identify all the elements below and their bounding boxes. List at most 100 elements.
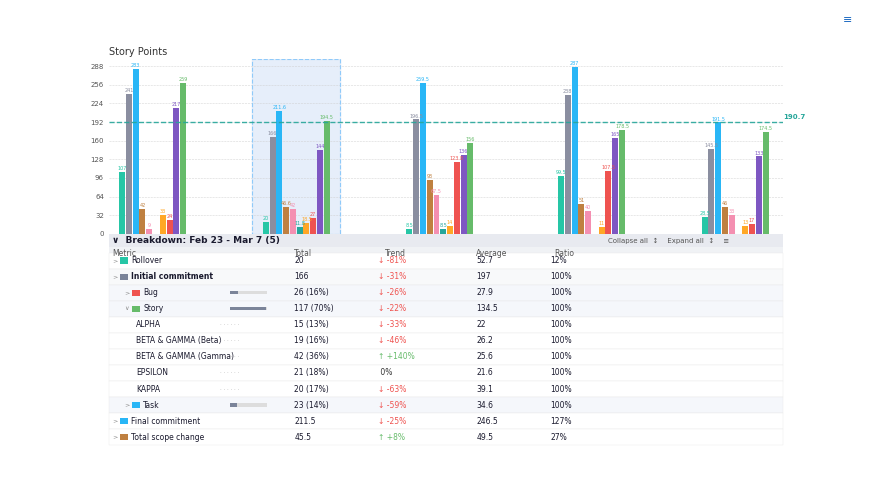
Text: 42: 42 — [289, 204, 295, 208]
Bar — [571, 67, 577, 234]
Text: 13: 13 — [741, 220, 747, 225]
Text: ↓ -26%: ↓ -26% — [378, 288, 406, 297]
Text: 259.5: 259.5 — [415, 77, 429, 82]
Bar — [119, 171, 125, 234]
Text: BETA & GAMMA (Gamma): BETA & GAMMA (Gamma) — [136, 352, 234, 362]
Text: Initial commitment: Initial commitment — [131, 272, 213, 281]
Text: 46: 46 — [721, 201, 727, 206]
Text: 42 (36%): 42 (36%) — [294, 352, 328, 362]
Text: 26 (16%): 26 (16%) — [294, 288, 328, 297]
Bar — [619, 130, 624, 234]
Text: 217: 217 — [171, 102, 181, 107]
Text: 283: 283 — [131, 63, 140, 68]
Bar — [296, 227, 302, 234]
Bar — [133, 69, 138, 234]
Bar — [564, 95, 570, 234]
Bar — [276, 111, 282, 234]
Text: 100%: 100% — [550, 304, 571, 313]
Bar — [721, 207, 727, 234]
Text: 33: 33 — [160, 208, 166, 214]
Text: 211.6: 211.6 — [272, 105, 286, 110]
Bar — [120, 274, 128, 280]
Bar — [109, 349, 782, 365]
Text: 144: 144 — [315, 144, 324, 149]
Text: 8.5: 8.5 — [439, 223, 447, 228]
Bar — [310, 218, 315, 234]
Bar — [109, 285, 782, 301]
Text: 46.6: 46.6 — [281, 201, 291, 206]
Text: 246.5: 246.5 — [475, 416, 497, 426]
Text: 197: 197 — [475, 272, 490, 281]
Text: 107.5: 107.5 — [600, 165, 614, 170]
Text: 133: 133 — [753, 151, 763, 156]
Bar — [303, 223, 309, 234]
Bar — [229, 404, 237, 407]
Text: · · · · · ·: · · · · · · — [220, 370, 239, 375]
Bar — [557, 176, 563, 234]
Bar — [433, 195, 439, 234]
Bar — [741, 226, 747, 234]
Text: 0%: 0% — [378, 369, 393, 377]
Bar — [109, 234, 782, 247]
Text: 18.5: 18.5 — [301, 217, 311, 222]
Text: ↓ -46%: ↓ -46% — [378, 336, 407, 345]
Text: 107: 107 — [117, 165, 127, 170]
Text: >: > — [112, 435, 117, 440]
Bar — [229, 291, 238, 294]
Bar — [109, 317, 782, 333]
Text: 52.7: 52.7 — [475, 256, 493, 265]
Text: 24: 24 — [166, 214, 173, 219]
Text: ≡: ≡ — [842, 15, 852, 25]
Text: ALPHA: ALPHA — [136, 320, 162, 329]
Bar — [120, 257, 128, 264]
Bar — [132, 306, 140, 312]
Text: ↑ +140%: ↑ +140% — [378, 352, 415, 362]
Bar — [460, 155, 466, 234]
Text: 21 (18%): 21 (18%) — [294, 369, 328, 377]
Text: 136: 136 — [459, 149, 468, 154]
Bar — [323, 121, 329, 234]
Bar — [126, 93, 132, 234]
Bar — [109, 397, 782, 413]
Bar — [109, 333, 782, 349]
Text: 42: 42 — [139, 204, 145, 208]
Text: ↓ -33%: ↓ -33% — [378, 320, 407, 329]
Text: Final commitment: Final commitment — [131, 416, 200, 426]
Bar — [269, 137, 275, 234]
Bar — [707, 149, 713, 234]
Text: 34.6: 34.6 — [475, 401, 493, 410]
Text: 123.8: 123.8 — [449, 156, 463, 161]
Bar — [598, 227, 604, 234]
Text: 67.5: 67.5 — [430, 189, 441, 194]
Text: Trend: Trend — [385, 249, 406, 258]
Text: 11.8: 11.8 — [294, 221, 305, 226]
Bar — [289, 209, 295, 234]
Bar — [109, 301, 782, 317]
Text: Story: Story — [143, 304, 163, 313]
Text: Task: Task — [143, 401, 160, 410]
Text: 14: 14 — [447, 220, 453, 225]
Bar — [714, 123, 720, 234]
Bar — [109, 247, 782, 258]
Text: 51: 51 — [578, 198, 584, 203]
Text: 166: 166 — [268, 131, 277, 136]
Text: 20: 20 — [294, 256, 303, 265]
Text: · · · · · ·: · · · · · · — [220, 386, 239, 392]
Bar — [447, 226, 453, 234]
Bar — [728, 214, 734, 234]
Text: · · · · · ·: · · · · · · — [220, 322, 239, 327]
Text: >: > — [112, 258, 117, 263]
Text: ↓ -81%: ↓ -81% — [378, 256, 406, 265]
Bar — [578, 204, 584, 234]
Bar — [109, 381, 782, 397]
Bar — [120, 418, 128, 424]
Text: ∨  Breakdown: Feb 23 - Mar 7 (5): ∨ Breakdown: Feb 23 - Mar 7 (5) — [112, 236, 280, 245]
Bar — [109, 252, 782, 269]
Text: Metric: Metric — [112, 249, 136, 258]
Bar — [229, 307, 266, 310]
Bar — [420, 83, 426, 234]
Bar — [406, 229, 412, 234]
Bar — [612, 138, 618, 234]
Text: 20: 20 — [262, 216, 269, 221]
Bar — [467, 143, 473, 234]
